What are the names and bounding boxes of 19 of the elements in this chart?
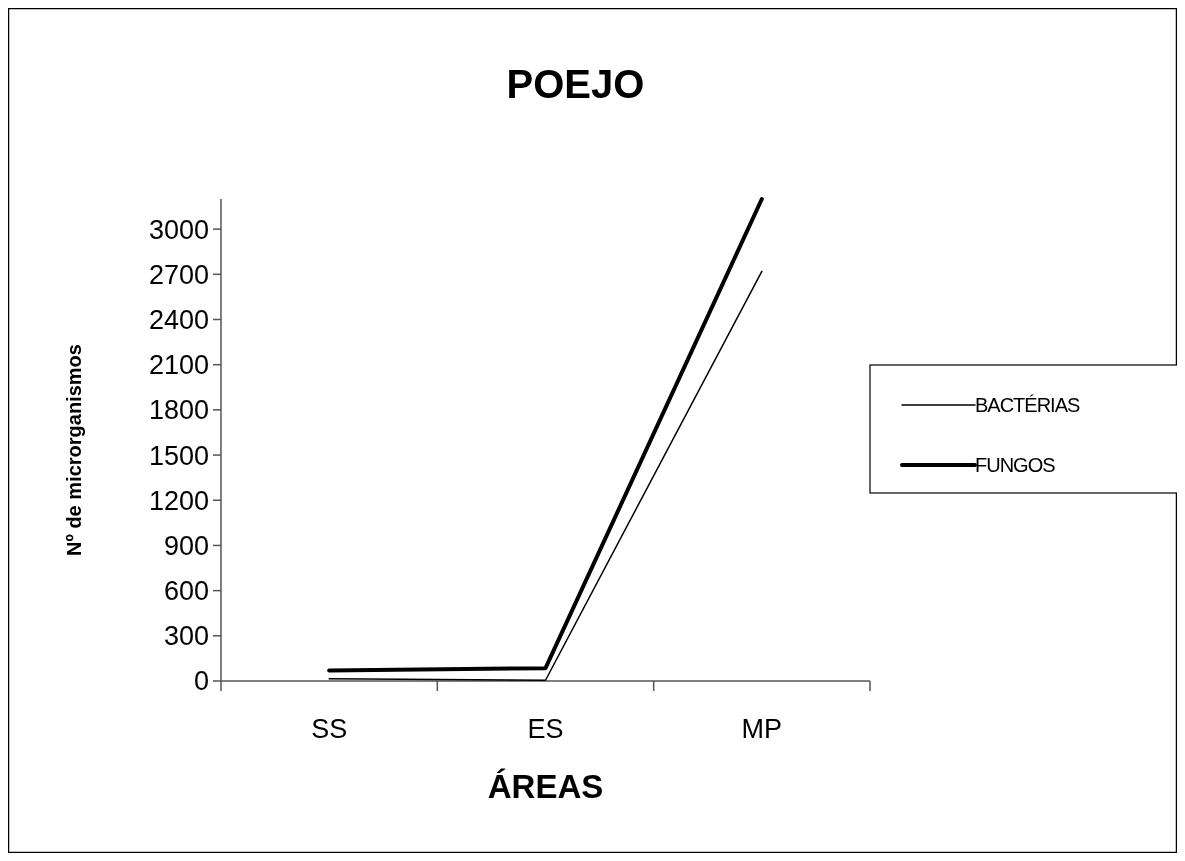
- chart-title: POEJO: [506, 62, 645, 106]
- y-tick-label: 3000: [148, 214, 209, 245]
- y-tick-label: 1800: [148, 395, 209, 426]
- x-tick-label: MP: [741, 714, 783, 744]
- y-tick-label: 2100: [148, 350, 209, 381]
- y-axis-title: Nº de microrganismos: [63, 344, 85, 556]
- y-tick-label: 2400: [148, 304, 209, 335]
- y-tick-label: 300: [163, 621, 209, 652]
- x-tick-label: ES: [527, 714, 564, 744]
- y-tick-label: 2700: [148, 259, 209, 290]
- y-tick-label: 600: [163, 576, 209, 607]
- legend-label: FUNGOS: [975, 454, 1056, 476]
- y-tick-label: 1500: [148, 440, 209, 471]
- x-tick-label: SS: [311, 714, 348, 744]
- x-axis-title: ÁREAS: [487, 768, 604, 805]
- legend-label: BACTÉRIAS: [975, 394, 1081, 416]
- y-tick-label: 900: [163, 530, 209, 561]
- y-tick-label: 1200: [148, 485, 209, 516]
- y-tick-label: 0: [193, 666, 209, 697]
